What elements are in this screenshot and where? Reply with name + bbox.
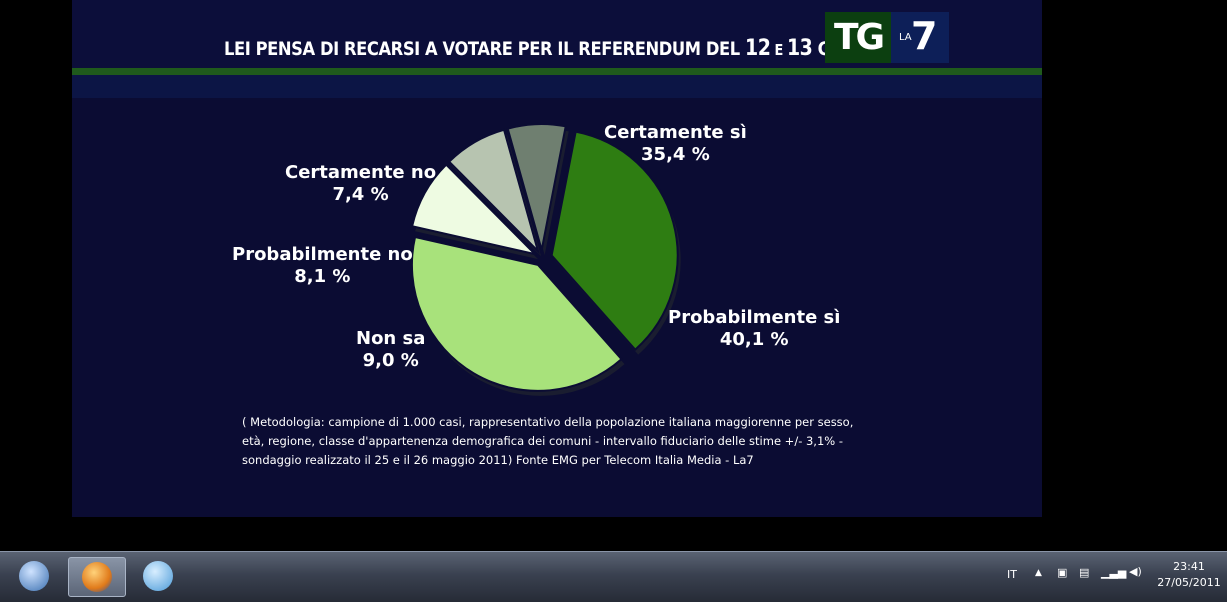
thunderbird-icon [19, 561, 49, 591]
methodology-line: ( Metodologia: campione di 1.000 casi, r… [242, 415, 854, 429]
methodology-line: sondaggio realizzato il 25 e il 26 maggi… [242, 453, 754, 467]
start-button[interactable] [6, 557, 62, 595]
pie-slice-probabilmente-s [410, 235, 623, 392]
pie-slice-probabilmente-no [447, 128, 540, 255]
label-probabilmente-si: Probabilmente sì 40,1 % [668, 307, 841, 350]
clock-time: 23:41 [1173, 560, 1205, 573]
show-hidden-icons-icon[interactable]: ▲ [1035, 568, 1042, 578]
clock[interactable]: 23:41 27/05/2011 [1155, 560, 1223, 589]
language-indicator[interactable]: IT [1007, 568, 1017, 581]
network-error-icon[interactable]: ▣ [1057, 566, 1068, 579]
label-certamente-no: Certamente no 7,4 % [285, 162, 437, 205]
safely-remove-icon[interactable]: ▤ [1079, 566, 1090, 579]
logo-seven: 7 [911, 14, 938, 58]
methodology-note: ( Metodologia: campione di 1.000 casi, r… [242, 413, 942, 470]
pie-slice-certamente-s [550, 130, 679, 352]
title-band: LEI PENSA DI RECARSI A VOTARE PER IL REF… [72, 0, 1042, 68]
tv-broadcast-frame: LEI PENSA DI RECARSI A VOTARE PER IL REF… [72, 0, 1042, 517]
volume-icon[interactable]: ◀) [1129, 565, 1142, 578]
taskbar-app-jdownloader[interactable] [130, 557, 186, 595]
tg-la7-logo: TG LA 7 [825, 12, 949, 63]
methodology-line: età, regione, classe d'appartenenza demo… [242, 434, 844, 448]
logo-la: LA [899, 32, 912, 43]
signal-icon[interactable]: ▁▃▅ [1101, 566, 1127, 579]
pie-slice-non-sa [410, 163, 539, 256]
sub-band [72, 75, 1042, 98]
pie-slice-certamente-no [506, 123, 567, 251]
title-conjunction: E [770, 41, 787, 59]
title-day-1: 12 [744, 36, 771, 61]
label-non-sa: Non sa 9,0 % [356, 328, 426, 371]
firefox-icon [82, 562, 112, 592]
label-certamente-si: Certamente sì 35,4 % [604, 122, 747, 165]
logo-tg: TG [825, 12, 891, 63]
taskbar-app-firefox[interactable] [68, 557, 126, 597]
title-text: LEI PENSA DI RECARSI A VOTARE PER IL REF… [224, 38, 745, 60]
green-divider [72, 68, 1042, 75]
label-probabilmente-no: Probabilmente no 8,1 % [232, 244, 413, 287]
windows-taskbar: IT ▲ ▣ ▤ ▁▃▅ ◀) 23:41 27/05/2011 [0, 551, 1227, 602]
clock-date: 27/05/2011 [1157, 576, 1221, 589]
jdownloader-icon [143, 561, 173, 591]
system-tray: IT ▲ ▣ ▤ ▁▃▅ ◀) 23:41 27/05/2011 [997, 552, 1227, 602]
logo-la7: LA 7 [891, 12, 949, 63]
title-day-2: 13 [786, 36, 813, 61]
pie-chart [410, 123, 681, 396]
